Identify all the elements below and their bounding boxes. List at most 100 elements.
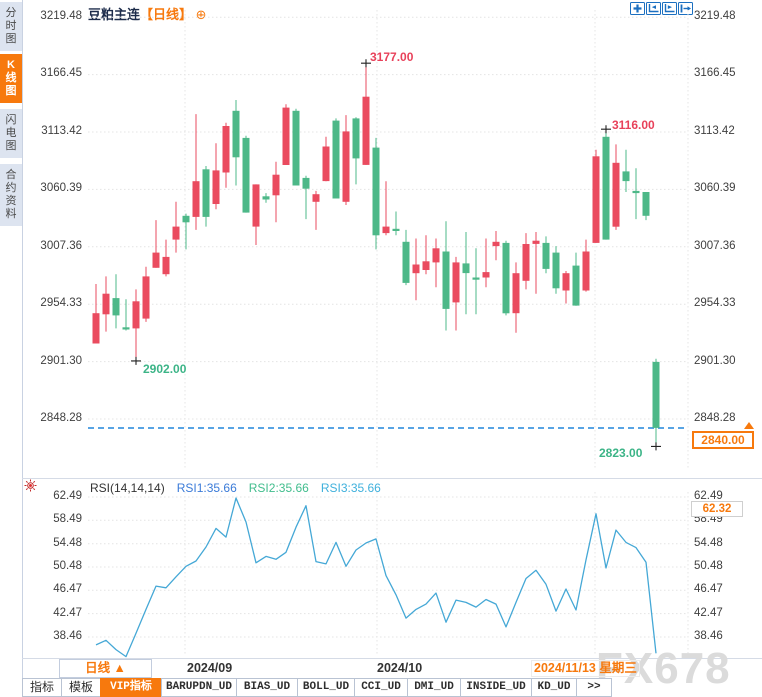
sidebar: 分 时 图 K 线 图闪 电 图合 约 资 料 (0, 0, 23, 697)
date-label-current: 2024/11/13 星期三 (531, 660, 640, 677)
date-label-october: 2024/10 (377, 661, 423, 675)
price-axis-label-left: 3060.39 (40, 182, 82, 195)
rsi-chart[interactable] (88, 488, 690, 658)
sidebar-tab-1[interactable]: 分 时 图 (0, 2, 22, 51)
rsi-axis-label-left: 46.47 (53, 583, 82, 596)
rsi-line (95, 497, 657, 658)
bottom-tab-[interactable]: >> (576, 678, 612, 697)
candle-body (162, 256, 170, 275)
price-axis-label-right: 3113.42 (694, 124, 735, 137)
axis-expand-icon[interactable] (662, 2, 677, 15)
candle-body (182, 215, 190, 223)
bottom-tab-VIP[interactable]: VIP指标 (100, 678, 162, 697)
candle-body (112, 298, 120, 316)
candle-body (312, 194, 320, 202)
price-axis-label-left: 2954.33 (40, 297, 82, 310)
axis-compress-icon[interactable] (646, 2, 661, 15)
watermark: FX678 (596, 644, 731, 693)
chart-title: 豆粕主连【日线】 ⊕ (88, 4, 207, 23)
candle-body (422, 261, 430, 270)
bottom-tab-DMI_UD[interactable]: DMI_UD (407, 678, 461, 697)
bottom-tab-[interactable]: 模板 (61, 678, 101, 697)
candle-body (502, 242, 510, 314)
candle-body (192, 181, 200, 217)
candle-body (122, 327, 130, 330)
price-axis-label-right: 2901.30 (694, 354, 736, 367)
price-axis-label-left: 3166.45 (40, 67, 82, 80)
extreme-marker-icon (601, 125, 611, 134)
candle-body (482, 272, 490, 278)
candle-body (612, 162, 620, 227)
price-axis-label-right: 3219.48 (694, 10, 736, 22)
candle-body (172, 226, 180, 240)
bottom-tab-CCI_UD[interactable]: CCI_UD (354, 678, 408, 697)
candle-body (642, 192, 650, 216)
candle-body (132, 301, 140, 329)
date-axis-divider (22, 658, 762, 659)
price-axis-label-left: 3007.36 (40, 239, 82, 252)
bottom-tab-BOLL_UD[interactable]: BOLL_UD (297, 678, 355, 697)
candle-body (332, 120, 340, 199)
candle-body (262, 196, 270, 200)
rsi-axis-label-right: 38.46 (694, 630, 723, 642)
candle-body (292, 110, 300, 186)
price-up-arrow-icon (744, 422, 754, 429)
price-axis-label-left: 3219.48 (40, 10, 82, 22)
candle-body (282, 107, 290, 165)
annotation-high: 3177.00 (370, 50, 414, 64)
sidebar-tab-2[interactable]: K 线 图 (0, 54, 22, 103)
bottom-tab-BIAS_UD[interactable]: BIAS_UD (236, 678, 298, 697)
price-axis-label-left: 3113.42 (41, 124, 82, 137)
rsi-axis-label-left: 54.48 (53, 536, 82, 549)
candle-body (302, 177, 310, 189)
candle-body (402, 241, 410, 283)
candle-body (622, 171, 630, 182)
bottom-tab-BARUPDN_UD[interactable]: BARUPDN_UD (161, 678, 237, 697)
sidebar-tab-4[interactable]: 合 约 资 料 (0, 164, 22, 226)
go-latest-icon[interactable] (678, 2, 693, 15)
candle-body (372, 147, 380, 236)
candle-body (432, 248, 440, 263)
pane-divider (22, 478, 762, 479)
pan-icon[interactable] (630, 2, 645, 15)
date-label-september: 2024/09 (187, 661, 233, 675)
candle-body (322, 146, 330, 182)
candle-body (222, 126, 230, 173)
candle-body (582, 251, 590, 291)
rsi1-value: RSI1:35.66 (176, 481, 237, 495)
price-axis-label-right: 3007.36 (694, 239, 736, 252)
candlestick-chart[interactable] (88, 0, 690, 478)
candle-body (232, 110, 240, 158)
rsi-axis-label-left: 42.47 (53, 606, 82, 619)
candle-body (352, 118, 360, 159)
candle-body (592, 156, 600, 243)
sidebar-tab-3[interactable]: 闪 电 图 (0, 109, 22, 158)
candle-body (492, 241, 500, 247)
price-axis-label-right: 2848.28 (694, 412, 736, 424)
symbol-name: 豆粕主连 (88, 7, 141, 22)
candle-body (442, 251, 450, 309)
candle-body (92, 313, 100, 344)
indicator-settings-icon[interactable] (24, 479, 37, 492)
rsi-axis-label-right: 42.47 (694, 606, 723, 619)
candle-body (602, 136, 610, 240)
period-selector-button[interactable]: 日线 ▲ (59, 659, 152, 678)
bottom-tab-KD_UD[interactable]: KD_UD (531, 678, 577, 697)
candle-body (572, 265, 580, 306)
bottom-tab-INSIDE_UD[interactable]: INSIDE_UD (460, 678, 532, 697)
indicator-toolbar: 指标 模板 VIP指标 BARUPDN_UD BIAS_UD BOLL_UD CCI_UD D… (22, 678, 612, 697)
annotation-swing-low: 2823.00 (599, 446, 643, 460)
candle-body (142, 276, 150, 319)
candle-body (102, 293, 110, 315)
extreme-marker-icon (361, 59, 371, 68)
candle-body (272, 174, 280, 196)
bottom-tab-[interactable]: 指标 (22, 678, 62, 697)
price-axis-label-right: 3060.39 (694, 182, 736, 195)
candle-body (382, 226, 390, 234)
candle-body (532, 240, 540, 244)
add-overlay-icon[interactable]: ⊕ (195, 7, 207, 22)
price-axis-label-right: 3166.45 (694, 67, 736, 80)
candle-body (392, 228, 400, 231)
last-price-tag: 2840.00 (692, 431, 754, 449)
